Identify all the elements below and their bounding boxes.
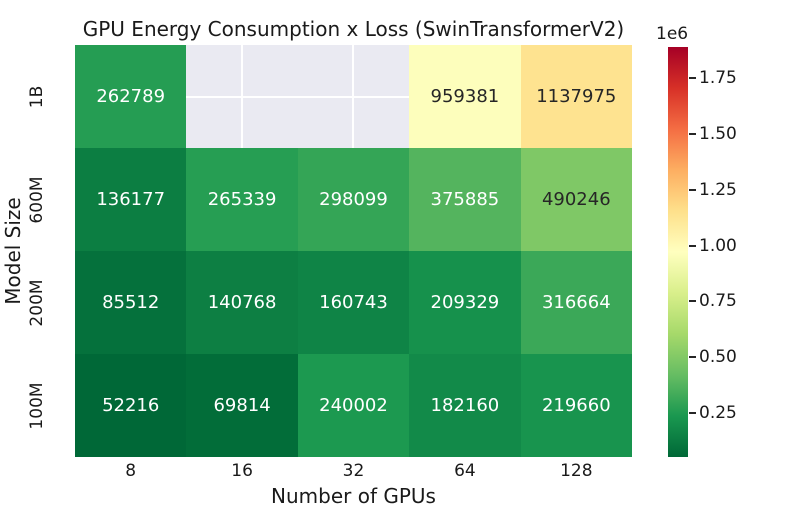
heatmap-cell: 265339 (186, 148, 298, 251)
cell-value: 52216 (102, 395, 160, 416)
colorbar-tick-label: 0.50 (699, 347, 737, 368)
cell-value: 85512 (102, 292, 160, 313)
colorbar-tick-label: 0.75 (699, 291, 737, 312)
cell-value: 219660 (541, 395, 611, 416)
heatmap-cell: 490246 (520, 148, 632, 251)
heatmap-cell: 219660 (520, 354, 632, 457)
cell-value: 265339 (207, 189, 277, 210)
cell-value: 375885 (430, 189, 500, 210)
heatmap-cell: 140768 (186, 251, 298, 354)
heatmap-cell: 262789 (75, 45, 187, 148)
heatmap-grid: 262789 959381 1137975 136177 265339 298099 375… (75, 45, 632, 457)
colorbar-tick-mark (689, 133, 696, 135)
y-tick-label: 600M (27, 175, 47, 224)
colorbar-tick-mark (689, 188, 696, 191)
cell-value: 490246 (541, 189, 611, 210)
colorbar-tick-mark (689, 356, 696, 359)
colorbar-tick-label: 1.00 (699, 235, 737, 256)
heatmap-cell: 316664 (520, 251, 632, 354)
colorbar-tick-mark (689, 300, 696, 303)
heatmap-cell-masked (186, 45, 299, 148)
colorbar (668, 47, 688, 457)
heatmap-cell: 160743 (297, 251, 410, 354)
x-tick-label: 8 (125, 461, 137, 481)
y-tick-label: 1B (27, 85, 47, 108)
colorbar-offset-label: 1e6 (656, 24, 689, 44)
colorbar-tick-mark (689, 77, 696, 80)
y-tick-label: 100M (27, 381, 47, 430)
x-tick-label: 64 (454, 461, 476, 481)
heatmap-cell: 182160 (409, 354, 521, 457)
cell-value: 69814 (213, 395, 271, 416)
cell-value: 316664 (541, 292, 611, 313)
y-tick-label: 200M (27, 278, 47, 327)
cell-value: 298099 (319, 189, 388, 210)
colorbar-tick-label: 0.25 (699, 402, 737, 423)
cell-value: 136177 (96, 189, 166, 210)
colorbar-tick-mark (689, 244, 696, 247)
heatmap-cell: 375885 (409, 148, 521, 251)
cell-value: 1137975 (536, 86, 617, 107)
colorbar-tick-label: 1.25 (699, 179, 737, 200)
x-tick-label: 128 (560, 461, 593, 481)
x-tick-label: 16 (231, 461, 253, 481)
y-axis-label: Model Size (1, 197, 25, 305)
cell-value: 959381 (430, 86, 500, 107)
heatmap-cell-masked (297, 45, 410, 148)
heatmap-cell: 1137975 (520, 45, 632, 148)
heatmap-cell: 85512 (75, 251, 187, 354)
heatmap-cell: 240002 (297, 354, 410, 457)
cell-value: 240002 (319, 395, 388, 416)
colorbar-tick-label: 1.75 (699, 68, 737, 89)
colorbar-tick-label: 1.50 (699, 124, 737, 144)
heatmap-cell: 69814 (186, 354, 298, 457)
cell-value: 262789 (96, 86, 166, 107)
cell-value: 140768 (207, 292, 277, 313)
colorbar-tick-mark (689, 411, 696, 414)
heatmap-cell: 209329 (409, 251, 521, 354)
heatmap-cell: 959381 (409, 45, 521, 148)
heatmap-cell: 52216 (75, 354, 187, 457)
cell-value: 182160 (430, 395, 500, 416)
chart-title: GPU Energy Consumption x Loss (SwinTrans… (82, 17, 625, 41)
cell-value: 209329 (430, 292, 500, 313)
x-tick-label: 32 (342, 461, 365, 481)
heatmap-cell: 298099 (297, 148, 410, 251)
cell-value: 160743 (319, 292, 388, 313)
heatmap-cell: 136177 (75, 148, 187, 251)
x-axis-label: Number of GPUs (271, 484, 436, 508)
